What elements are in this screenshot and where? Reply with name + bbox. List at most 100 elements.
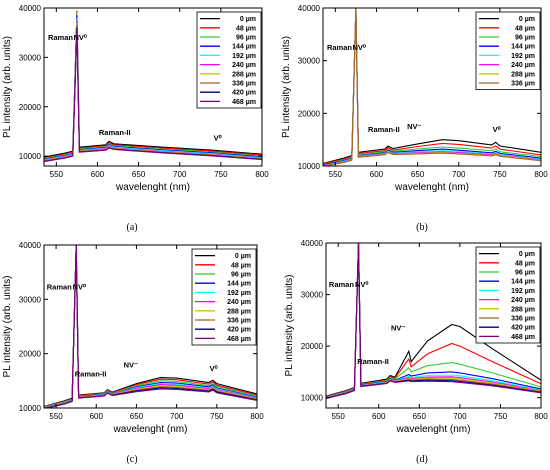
annotation: NV⁰ bbox=[352, 43, 366, 52]
series-lines bbox=[326, 243, 541, 400]
y-tick-label: 20000 bbox=[301, 342, 324, 351]
x-tick-label: 800 bbox=[255, 170, 269, 179]
plot-frame bbox=[325, 242, 542, 409]
legend-label: 0 µm bbox=[235, 253, 251, 260]
series-lines bbox=[323, 8, 541, 166]
y-tick-label: 20000 bbox=[298, 109, 321, 118]
y-axis-label: PL intensity (arb. units) bbox=[2, 276, 13, 378]
x-tick-label: 700 bbox=[452, 170, 466, 179]
x-axis-label: wavelenght (nm) bbox=[113, 424, 188, 435]
series-line-3 bbox=[44, 12, 262, 160]
x-tick-label: 600 bbox=[90, 412, 104, 421]
x-tick-label: 700 bbox=[170, 412, 184, 421]
x-tick-label: 750 bbox=[494, 412, 508, 421]
y-tick-label: 30000 bbox=[19, 295, 42, 304]
y-tick-label: 10000 bbox=[19, 152, 42, 161]
y-tick-label: 40000 bbox=[19, 241, 42, 250]
y-axis-label: PL intensity (arb. units) bbox=[2, 36, 13, 138]
panel-3: 550 600 650 700 750 800 10000 20000 30000 40000 wa… bbox=[2, 241, 264, 465]
legend-label: 144 µm bbox=[511, 279, 535, 286]
legend-label: 288 µm bbox=[232, 71, 256, 78]
legend-label: 468 µm bbox=[232, 99, 256, 106]
annotation: Raman bbox=[327, 43, 352, 52]
legend-label: 192 µm bbox=[511, 288, 535, 295]
x-tick-label: 600 bbox=[370, 170, 384, 179]
y-tick-label: 30000 bbox=[301, 291, 324, 300]
legend-label: 96 µm bbox=[236, 35, 256, 42]
legend-label: 48 µm bbox=[515, 25, 535, 32]
series-line-10 bbox=[45, 245, 257, 408]
legend-label: 144 µm bbox=[511, 44, 535, 51]
panel-2: 550 600 650 700 750 800 10000 20000 30000 40000 wa… bbox=[281, 4, 548, 233]
series-line-10 bbox=[326, 243, 541, 400]
y-tick-label: 40000 bbox=[298, 4, 321, 13]
annotation: NV⁻ bbox=[391, 324, 405, 333]
panel-4: 550 600 650 700 750 800 10000 20000 30000 40000 wa… bbox=[284, 239, 548, 465]
y-tick-label: 10000 bbox=[19, 404, 42, 413]
annotation: NV⁰ bbox=[73, 283, 87, 292]
x-tick-label: 750 bbox=[214, 170, 228, 179]
annotation: NV⁻ bbox=[124, 360, 138, 369]
annotation: Raman bbox=[329, 280, 354, 289]
x-axis-label: wavelenght (nm) bbox=[394, 182, 469, 193]
annotation: Raman-II bbox=[99, 128, 131, 137]
x-tick-label: 550 bbox=[49, 412, 63, 421]
y-tick-label: 10000 bbox=[301, 394, 324, 403]
y-tick-label: 20000 bbox=[19, 103, 42, 112]
panel-caption: (a) bbox=[126, 222, 137, 233]
legend-label: 336 µm bbox=[511, 316, 535, 323]
x-tick-label: 800 bbox=[534, 412, 548, 421]
series-lines bbox=[44, 10, 262, 163]
legend-label: 0 µm bbox=[519, 251, 535, 258]
y-tick-label: 20000 bbox=[19, 350, 42, 359]
annotation: Raman bbox=[48, 33, 73, 42]
legend-label: 0 µm bbox=[240, 16, 256, 23]
legend-label: 420 µm bbox=[511, 325, 535, 332]
legend-label: 96 µm bbox=[515, 270, 535, 277]
legend-label: 96 µm bbox=[231, 272, 251, 279]
series-line-1 bbox=[44, 17, 262, 158]
legend-label: 192 µm bbox=[232, 53, 256, 60]
x-axis-label: wavelenght (nm) bbox=[396, 424, 471, 435]
annotation: Raman-II bbox=[75, 369, 107, 378]
legend-label: 192 µm bbox=[227, 290, 251, 297]
legend-label: 336 µm bbox=[232, 81, 256, 88]
annotation: V⁰ bbox=[214, 133, 223, 142]
series-line-10 bbox=[44, 30, 262, 163]
legend-label: 144 µm bbox=[227, 281, 251, 288]
legend-label: 420 µm bbox=[227, 327, 251, 334]
x-tick-label: 750 bbox=[210, 412, 224, 421]
y-tick-label: 30000 bbox=[19, 53, 42, 62]
x-tick-label: 700 bbox=[453, 412, 467, 421]
legend-label: 288 µm bbox=[511, 71, 535, 78]
panel-caption: (b) bbox=[416, 222, 428, 233]
y-tick-label: 40000 bbox=[19, 4, 42, 13]
annotation: Raman-II bbox=[368, 125, 400, 134]
series-lines bbox=[44, 245, 257, 408]
legend-label: 240 µm bbox=[511, 297, 535, 304]
y-tick-label: 30000 bbox=[298, 57, 321, 66]
legend-label: 0 µm bbox=[519, 16, 535, 23]
legend-label: 144 µm bbox=[232, 44, 256, 51]
legend-label: 240 µm bbox=[511, 62, 535, 69]
x-tick-label: 550 bbox=[331, 412, 345, 421]
x-tick-label: 550 bbox=[50, 170, 64, 179]
legend-label: 48 µm bbox=[236, 25, 256, 32]
legend-label: 48 µm bbox=[231, 262, 251, 269]
y-tick-label: 10000 bbox=[298, 162, 321, 171]
legend-label: 420 µm bbox=[232, 90, 256, 97]
x-tick-label: 750 bbox=[493, 170, 507, 179]
x-tick-label: 650 bbox=[411, 170, 425, 179]
legend-label: 468 µm bbox=[511, 334, 535, 341]
x-tick-label: 600 bbox=[91, 170, 105, 179]
annotation: V⁰ bbox=[493, 125, 502, 134]
legend-label: 336 µm bbox=[227, 318, 251, 325]
x-axis-label: wavelenght (nm) bbox=[115, 182, 190, 193]
annotation: V⁰ bbox=[210, 364, 219, 373]
x-tick-label: 650 bbox=[132, 170, 146, 179]
legend-label: 288 µm bbox=[511, 306, 535, 313]
annotation: NV⁻ bbox=[407, 122, 421, 131]
x-tick-label: 650 bbox=[413, 412, 427, 421]
annotation: NV⁰ bbox=[355, 280, 369, 289]
